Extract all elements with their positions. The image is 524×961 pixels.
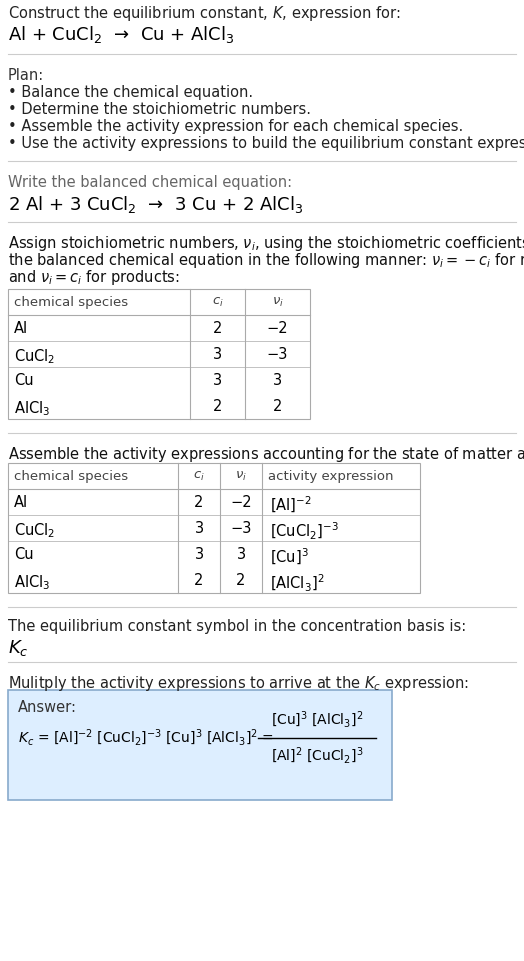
Text: −2: −2 <box>267 321 288 336</box>
Text: Plan:: Plan: <box>8 68 44 83</box>
Bar <box>8 690 392 800</box>
Text: $\nu_i$: $\nu_i$ <box>235 470 247 483</box>
Text: −2: −2 <box>230 495 252 510</box>
Text: and $\nu_i = c_i$ for products:: and $\nu_i = c_i$ for products: <box>8 268 180 287</box>
Text: 3: 3 <box>194 547 203 562</box>
Text: Cu: Cu <box>14 547 34 562</box>
Text: Al: Al <box>14 321 28 336</box>
Bar <box>8 289 310 419</box>
Text: [Cu]$^3$ [AlCl$_3$]$^2$: [Cu]$^3$ [AlCl$_3$]$^2$ <box>271 710 363 730</box>
Text: Write the balanced chemical equation:: Write the balanced chemical equation: <box>8 175 292 190</box>
Text: $\nu_i$: $\nu_i$ <box>271 296 283 309</box>
Text: $K_c$ = [Al]$^{-2}$ [CuCl$_2$]$^{-3}$ [Cu]$^3$ [AlCl$_3$]$^2$ =: $K_c$ = [Al]$^{-2}$ [CuCl$_2$]$^{-3}$ [C… <box>18 727 274 749</box>
Text: [CuCl$_2$]$^{-3}$: [CuCl$_2$]$^{-3}$ <box>270 521 339 542</box>
Text: CuCl$_2$: CuCl$_2$ <box>14 521 56 540</box>
Text: 3: 3 <box>236 547 246 562</box>
Text: CuCl$_2$: CuCl$_2$ <box>14 347 56 366</box>
Text: 2 Al + 3 CuCl$_2$  →  3 Cu + 2 AlCl$_3$: 2 Al + 3 CuCl$_2$ → 3 Cu + 2 AlCl$_3$ <box>8 194 303 215</box>
Text: −3: −3 <box>231 521 252 536</box>
Text: 3: 3 <box>213 373 222 388</box>
Text: 2: 2 <box>194 573 204 588</box>
Text: −3: −3 <box>267 347 288 362</box>
Text: 2: 2 <box>213 399 222 414</box>
Text: chemical species: chemical species <box>14 470 128 483</box>
Text: Assemble the activity expressions accounting for the state of matter and $\nu_i$: Assemble the activity expressions accoun… <box>8 445 524 464</box>
Text: • Use the activity expressions to build the equilibrium constant expression.: • Use the activity expressions to build … <box>8 136 524 151</box>
Text: • Determine the stoichiometric numbers.: • Determine the stoichiometric numbers. <box>8 102 311 117</box>
Bar <box>8 463 420 593</box>
Text: activity expression: activity expression <box>268 470 394 483</box>
Text: 3: 3 <box>194 521 203 536</box>
Text: • Assemble the activity expression for each chemical species.: • Assemble the activity expression for e… <box>8 119 463 134</box>
Text: 2: 2 <box>236 573 246 588</box>
Text: [Cu]$^3$: [Cu]$^3$ <box>270 547 309 567</box>
Text: [Al]$^{-2}$: [Al]$^{-2}$ <box>270 495 312 515</box>
Text: the balanced chemical equation in the following manner: $\nu_i = -c_i$ for react: the balanced chemical equation in the fo… <box>8 251 524 270</box>
Text: Answer:: Answer: <box>18 700 77 715</box>
Text: $K_c$: $K_c$ <box>8 638 29 658</box>
Text: 2: 2 <box>194 495 204 510</box>
Text: 3: 3 <box>273 373 282 388</box>
Text: AlCl$_3$: AlCl$_3$ <box>14 399 50 418</box>
Text: 3: 3 <box>213 347 222 362</box>
Text: Construct the equilibrium constant, $K$, expression for:: Construct the equilibrium constant, $K$,… <box>8 4 401 23</box>
Text: Al + CuCl$_2$  →  Cu + AlCl$_3$: Al + CuCl$_2$ → Cu + AlCl$_3$ <box>8 24 235 45</box>
Text: Assign stoichiometric numbers, $\nu_i$, using the stoichiometric coefficients, $: Assign stoichiometric numbers, $\nu_i$, … <box>8 234 524 253</box>
Text: • Balance the chemical equation.: • Balance the chemical equation. <box>8 85 253 100</box>
Text: chemical species: chemical species <box>14 296 128 309</box>
Text: The equilibrium constant symbol in the concentration basis is:: The equilibrium constant symbol in the c… <box>8 619 466 634</box>
Text: Cu: Cu <box>14 373 34 388</box>
Text: 2: 2 <box>273 399 282 414</box>
Text: $c_i$: $c_i$ <box>212 296 223 309</box>
Text: AlCl$_3$: AlCl$_3$ <box>14 573 50 592</box>
Text: 2: 2 <box>213 321 222 336</box>
Text: [AlCl$_3$]$^2$: [AlCl$_3$]$^2$ <box>270 573 324 594</box>
Text: Mulitply the activity expressions to arrive at the $K_c$ expression:: Mulitply the activity expressions to arr… <box>8 674 469 693</box>
Text: [Al]$^2$ [CuCl$_2$]$^3$: [Al]$^2$ [CuCl$_2$]$^3$ <box>271 746 363 766</box>
Text: $c_i$: $c_i$ <box>193 470 205 483</box>
Text: Al: Al <box>14 495 28 510</box>
